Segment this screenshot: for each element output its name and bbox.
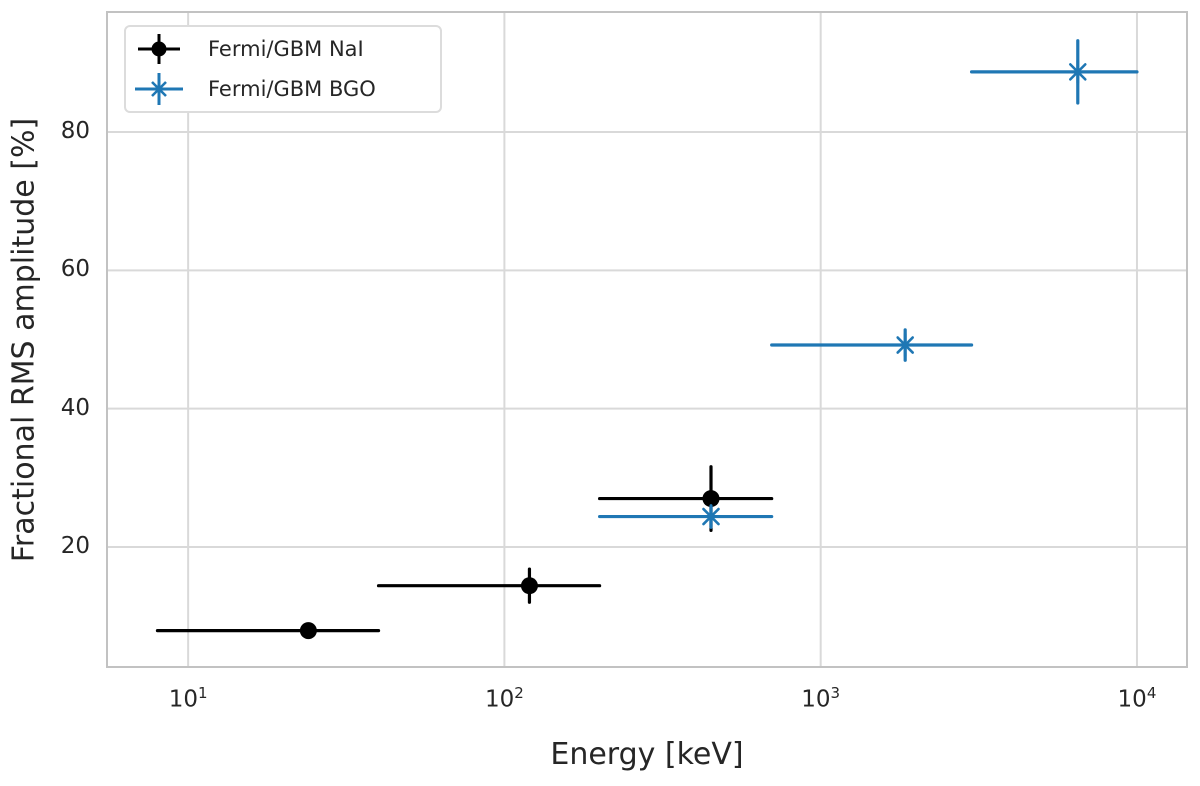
legend-item-nai: Fermi/GBM NaI [126, 29, 440, 69]
x-tick-label: 102 [484, 684, 524, 713]
y-tick-label: 60 [60, 256, 90, 283]
bgo-errorbar-marker-icon [135, 73, 183, 105]
y-axis-label: Fractional RMS amplitude [%] [6, 117, 42, 563]
y-tick-label: 20 [60, 532, 90, 559]
y-tick-label: 40 [60, 394, 90, 421]
legend-label-nai: Fermi/GBM NaI [208, 37, 364, 61]
x-tick-label: 101 [168, 684, 208, 713]
plot-area [106, 11, 1188, 668]
legend-label-bgo: Fermi/GBM BGO [208, 77, 376, 101]
x-tick-label: 104 [1117, 684, 1157, 713]
plot-svg [106, 11, 1188, 668]
legend: Fermi/GBM NaI Fermi/GBM BGO [124, 25, 442, 113]
nai-errorbar-marker-icon [138, 34, 180, 64]
x-tick-label: 103 [801, 684, 841, 713]
y-tick-label: 80 [60, 118, 90, 145]
x-axis-label: Energy [keV] [550, 737, 744, 772]
legend-item-bgo: Fermi/GBM BGO [126, 69, 440, 109]
